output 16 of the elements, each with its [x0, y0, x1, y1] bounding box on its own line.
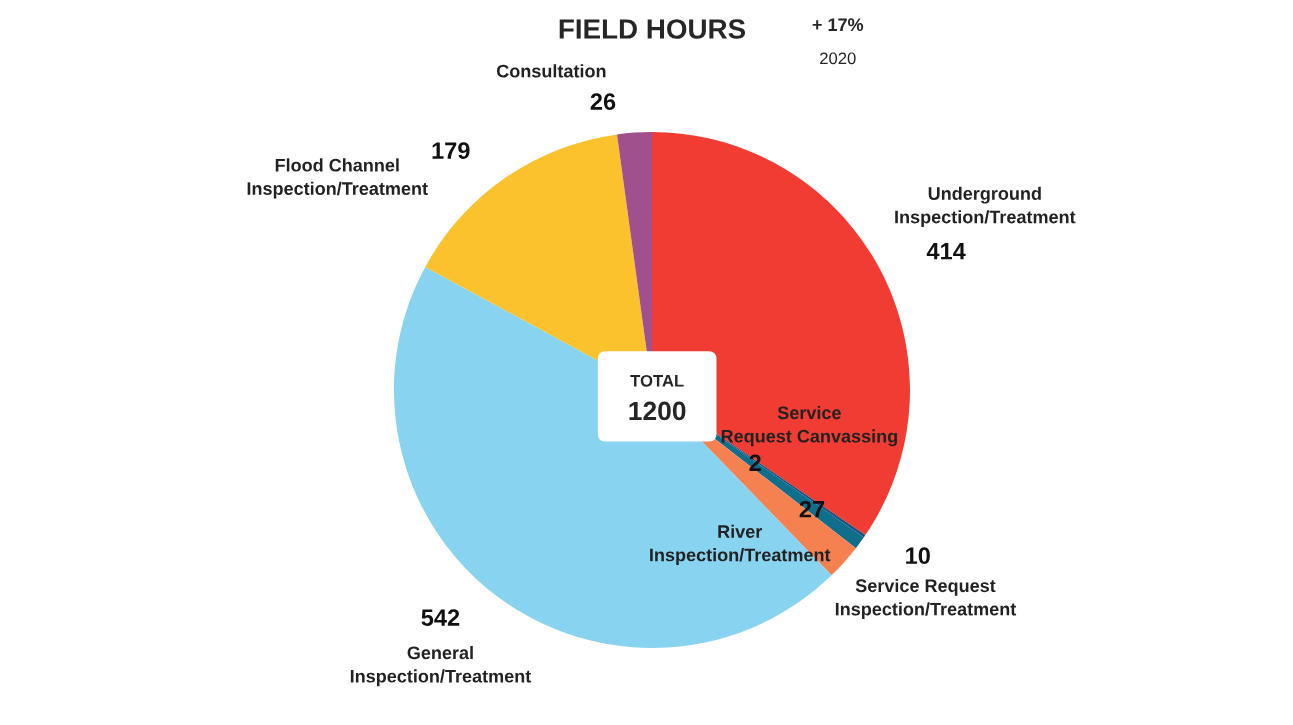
text: 2020: [820, 52, 856, 65]
text: + 17%: [812, 18, 864, 32]
slice-label: General Inspection/Treatment: [350, 645, 532, 687]
data-label: 542: [421, 609, 460, 626]
slice-label: Service Request Inspection/Treatment: [835, 578, 1017, 620]
text: TOTAL: [630, 374, 684, 387]
slice-label: Underground Inspection/Treatment: [895, 186, 1076, 227]
data-label: 26: [590, 93, 616, 110]
text: 1200: [629, 401, 686, 421]
data-label: 414: [926, 243, 966, 260]
chart-title: FIELD HOURS: [559, 19, 746, 39]
slice-label: Flood Channel Inspection/Treatment: [247, 158, 428, 199]
slice-label: Consultation: [496, 64, 606, 78]
slice-label: Service Request Canvassing: [721, 405, 897, 447]
data-label: 10: [906, 547, 930, 565]
data-label: 179: [432, 142, 470, 159]
